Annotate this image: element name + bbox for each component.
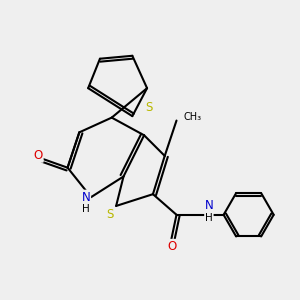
Text: CH₃: CH₃ — [184, 112, 202, 122]
Text: O: O — [167, 240, 177, 253]
Text: N: N — [205, 199, 213, 212]
Text: N: N — [81, 190, 90, 204]
Text: H: H — [205, 213, 213, 223]
Text: O: O — [34, 149, 43, 162]
Text: S: S — [145, 101, 152, 114]
Text: S: S — [106, 208, 114, 221]
Text: H: H — [82, 205, 90, 214]
